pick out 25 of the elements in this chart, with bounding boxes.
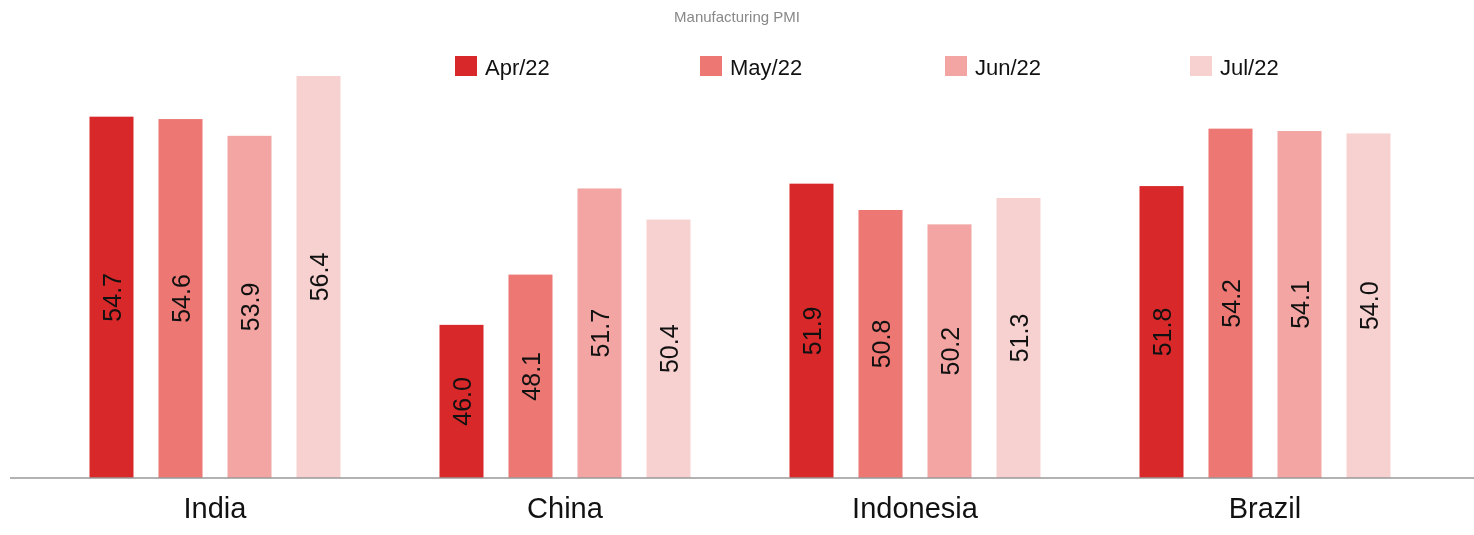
data-label: 53.9 [235, 282, 264, 332]
legend-label: May/22 [730, 55, 803, 80]
legend-label: Apr/22 [485, 55, 550, 80]
data-label: 51.3 [1004, 313, 1033, 363]
data-label: 50.2 [935, 326, 964, 376]
data-label: 51.9 [797, 306, 826, 356]
data-label: 51.8 [1147, 307, 1176, 357]
x-tick-label: India [183, 492, 248, 524]
chart-title: Manufacturing PMI [674, 8, 800, 25]
data-label: 56.4 [304, 252, 333, 302]
data-label: 54.0 [1354, 281, 1383, 331]
x-tick-label: China [527, 492, 604, 524]
legend-label: Jul/22 [1220, 55, 1279, 80]
data-label: 50.8 [866, 319, 895, 369]
data-label: 50.4 [654, 324, 683, 374]
data-label: 51.7 [585, 308, 614, 358]
x-tick-label: Brazil [1228, 492, 1302, 524]
data-label: 54.6 [166, 274, 195, 323]
legend-label: Jun/22 [975, 55, 1042, 80]
data-label: 54.7 [97, 273, 126, 322]
data-label: 54.2 [1216, 278, 1245, 328]
data-label: 48.1 [516, 351, 545, 401]
x-tick-label: Indonesia [852, 492, 979, 524]
data-label: 54.1 [1285, 280, 1314, 329]
data-label: 46.0 [447, 377, 476, 426]
